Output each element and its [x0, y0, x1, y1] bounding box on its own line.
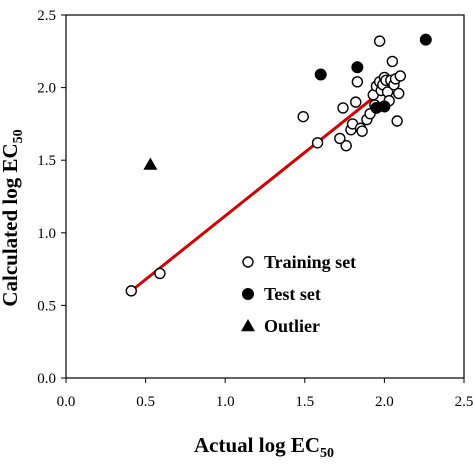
x-tick-label: 2.5 [455, 394, 474, 410]
y-tick-label: 1.5 [37, 153, 56, 169]
training-set-point [297, 110, 309, 123]
x-tick-label: 0.0 [57, 394, 76, 410]
y-tick-label: 2.5 [37, 8, 56, 24]
legend-label-test-set: Test set [264, 284, 321, 304]
legend-marker-training-set [242, 256, 254, 268]
training-set-point [394, 70, 407, 82]
test-set-point [378, 100, 391, 113]
test-set-point [419, 33, 432, 46]
training-set-point [356, 125, 368, 137]
training-set-point [311, 137, 324, 149]
training-set-point [350, 96, 362, 108]
x-tick-label: 1.0 [216, 394, 235, 410]
x-tick-label: 0.5 [136, 394, 155, 410]
fit-line-group [130, 76, 400, 293]
x-tick-label: 2.0 [375, 394, 394, 410]
legend-marker-test-set [242, 288, 254, 300]
x-axis-title-main: Actual log EC [194, 433, 320, 457]
legend-label-training-set: Training set [264, 252, 356, 272]
training-set-point [393, 87, 405, 100]
y-tick-label: 0.0 [37, 371, 56, 387]
training-set-point [373, 35, 386, 47]
training-set-point [125, 285, 137, 297]
training-set-point [334, 132, 346, 145]
y-axis-title-main: Calculated log EC [0, 143, 22, 306]
training-set-point [391, 115, 403, 127]
regression-line [130, 76, 400, 293]
y-axis-title-subscript: 50 [11, 129, 26, 143]
legend-marker-outlier [241, 319, 255, 332]
plot-frame [65, 14, 465, 379]
y-tick-label: 2.0 [37, 81, 56, 97]
training-set-point [351, 76, 364, 88]
x-axis-title-subscript: 50 [320, 446, 334, 461]
legend: Training set Test set Outlier [241, 252, 356, 336]
training-set-point [154, 267, 166, 280]
x-tick-label: 1.5 [295, 394, 314, 410]
training-set-point [386, 55, 399, 68]
outlier-point [143, 157, 158, 170]
x-axis-title: Actual log EC50 [194, 433, 334, 461]
legend-label-outlier: Outlier [264, 316, 320, 336]
data-points [125, 33, 432, 297]
y-tick-label: 0.5 [37, 298, 56, 314]
axes: 0.0 0.5 1.0 1.5 2.0 2.5 0.0 0.5 1.0 1.5 2.0 2.5 [37, 8, 473, 410]
test-set-point [314, 68, 327, 81]
test-set-point [351, 61, 364, 74]
training-set-point [340, 139, 352, 152]
training-set-point [337, 102, 349, 114]
y-axis-title: Calculated log EC50 [0, 129, 26, 306]
y-tick-label: 1.0 [37, 226, 56, 242]
